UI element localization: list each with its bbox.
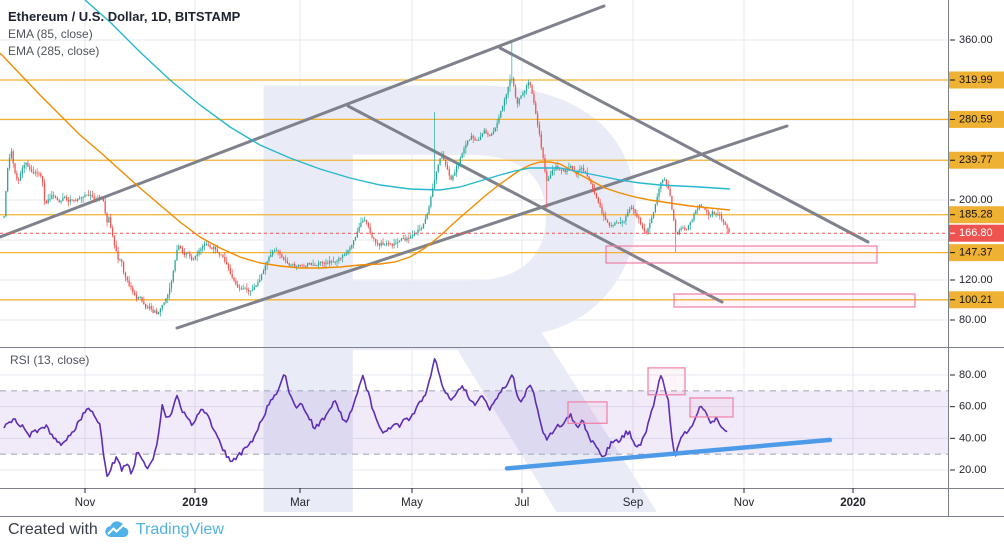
tradingview-logo-icon — [104, 521, 130, 539]
price-level-chip — [949, 71, 1004, 89]
price-level-chip — [949, 291, 1004, 309]
ema285-line — [84, 0, 731, 191]
time-axis[interactable]: Nov 2019 Mar May Jul Sep Nov 2020 — [75, 488, 866, 509]
price-axis[interactable]: 360.00 200.00 120.00 80.00 319.99 280.59 239.7… — [949, 34, 1004, 476]
rsi-tick-label: 20.00 — [959, 464, 987, 476]
rsi-tick-label: 60.00 — [959, 401, 987, 413]
price-level-chip — [949, 206, 1004, 224]
time-tick-label: Mar — [290, 497, 310, 509]
last-price-chip — [949, 224, 1004, 242]
highlight-box[interactable] — [605, 245, 878, 264]
rsi-line — [3, 357, 728, 478]
price-level-chip-label: 280.59 — [959, 113, 993, 125]
rsi-highlight-box[interactable] — [567, 401, 608, 424]
pane-frame — [0, 0, 1004, 517]
rsi-highlight-box[interactable] — [647, 367, 686, 396]
time-tick-label: Jul — [515, 497, 530, 509]
time-tick-label: May — [401, 497, 423, 509]
rsi-pane-label: RSI (13, close) — [10, 353, 90, 367]
trendline[interactable] — [175, 124, 789, 330]
price-level-chip-label: 319.99 — [959, 74, 993, 86]
price-tick-label: 200.00 — [959, 194, 993, 206]
time-tick-label: Sep — [623, 497, 643, 509]
price-level-chip-label: 185.28 — [959, 209, 993, 221]
price-level-chip-label: 147.37 — [959, 247, 993, 259]
price-level-lines[interactable] — [0, 79, 948, 301]
ema85-line — [0, 52, 731, 269]
price-tick-label: 120.00 — [959, 274, 993, 286]
trendline[interactable] — [498, 46, 870, 244]
price-tick-label: 80.00 — [959, 314, 987, 326]
created-with-attribution: Created with TradingView — [8, 521, 224, 539]
price-level-chip — [949, 151, 1004, 169]
tradingview-brand-link[interactable]: TradingView — [135, 521, 224, 538]
price-level-chip-label: 100.21 — [959, 294, 993, 306]
time-tick-label: Nov — [75, 497, 96, 509]
trendline[interactable] — [0, 4, 606, 239]
time-tick-label: Nov — [734, 497, 755, 509]
trendline[interactable] — [346, 104, 724, 304]
price-level-chip-label: 239.77 — [959, 154, 993, 166]
price-level-chip — [949, 244, 1004, 262]
rsi-highlight-box[interactable] — [689, 397, 734, 418]
watermark-letter: R — [222, 0, 670, 553]
time-tick-label: 2020 — [840, 497, 866, 509]
last-price-chip-label: 166.80 — [959, 227, 993, 239]
time-tick-label: 2019 — [182, 497, 208, 509]
price-level-chip — [949, 110, 1004, 128]
highlight-box[interactable] — [673, 293, 916, 308]
rsi-band — [0, 390, 948, 455]
candlestick-series — [3, 42, 730, 317]
price-tick-label: 360.00 — [959, 34, 993, 46]
rsi-tick-label: 40.00 — [959, 432, 987, 444]
rsi-tick-label: 80.00 — [959, 369, 987, 381]
rsi-trendline[interactable] — [504, 437, 833, 471]
created-with-text: Created with — [8, 521, 98, 538]
